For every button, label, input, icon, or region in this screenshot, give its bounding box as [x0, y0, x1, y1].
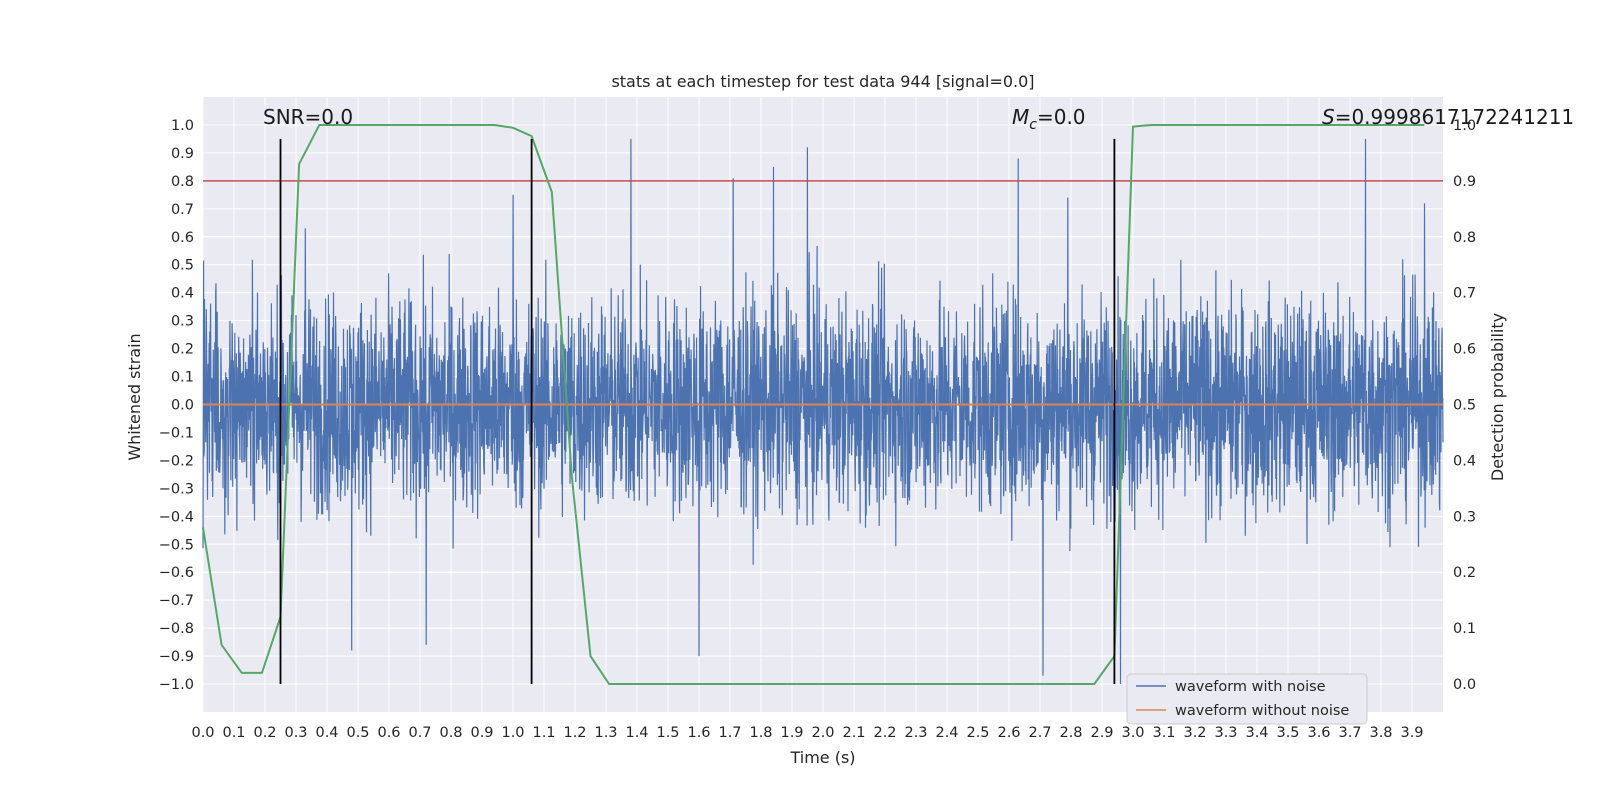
y-tick-label: −0.4 — [159, 509, 194, 525]
legend-label-noise: waveform with noise — [1175, 679, 1326, 695]
y-tick-label: 0.8 — [171, 174, 194, 190]
x-tick-label: 3.7 — [1338, 725, 1361, 741]
x-tick-label: 2.3 — [904, 725, 927, 741]
y2-tick-label: 0.4 — [1453, 453, 1476, 469]
x-tick-label: 0.5 — [346, 725, 369, 741]
x-tick-label: 3.2 — [1183, 725, 1206, 741]
s-symbol: S — [1322, 105, 1335, 129]
x-tick-label: 1.9 — [780, 725, 803, 741]
x-tick-label: 3.6 — [1307, 725, 1330, 741]
x-tick-label: 0.1 — [222, 725, 245, 741]
y2-axis-label: Detection probability — [1488, 313, 1507, 481]
y2-tick-labels: 1.0 0.9 0.8 0.7 0.6 0.5 0.4 0.3 0.2 0.1 0.0 — [1453, 118, 1476, 693]
x-tick-label: 2.9 — [1090, 725, 1113, 741]
y2-tick-label: 0.6 — [1453, 342, 1476, 358]
y2-tick-label: 0.1 — [1453, 621, 1476, 637]
x-tick-label: 0.7 — [408, 725, 431, 741]
y-tick-label: 0.1 — [171, 370, 194, 386]
x-tick-label: 2.1 — [842, 725, 865, 741]
x-tick-label: 2.8 — [1059, 725, 1082, 741]
x-tick-label: 1.2 — [563, 725, 586, 741]
mc-subscript: c — [1029, 117, 1037, 133]
x-tick-label: 1.7 — [718, 725, 741, 741]
legend-box — [1126, 673, 1368, 725]
vertical-markers — [279, 138, 1116, 685]
y-tick-label: 0.3 — [171, 314, 194, 330]
chart-title: stats at each timestep for test data 944… — [611, 72, 1034, 91]
y-tick-label: −0.7 — [159, 593, 194, 609]
x-tick-label: 2.4 — [935, 725, 958, 741]
s-annotation: S=0.9998617172241211 — [1322, 105, 1574, 129]
y-tick-label: 0.2 — [171, 342, 194, 358]
x-tick-label: 3.3 — [1214, 725, 1237, 741]
y-tick-label: 0.9 — [171, 146, 194, 162]
x-tick-label: 2.2 — [873, 725, 896, 741]
x-tick-label: 1.4 — [625, 725, 648, 741]
x-tick-label: 0.6 — [377, 725, 400, 741]
mc-symbol: M — [1012, 105, 1029, 129]
y2-tick-label: 0.7 — [1453, 286, 1476, 302]
mc-value: =0.0 — [1037, 105, 1086, 129]
waveform-with-noise-series — [202, 138, 1444, 685]
y-tick-label: 1.0 — [171, 118, 194, 134]
x-tick-label: 1.1 — [532, 725, 555, 741]
y-tick-labels: 1.0 0.9 0.8 0.7 0.6 0.5 0.4 0.3 0.2 0.1 0.0 −0.1 −0.… — [159, 118, 194, 693]
y-tick-label: −0.6 — [159, 565, 194, 581]
y2-tick-label: 0.9 — [1453, 174, 1476, 190]
y-tick-label: −0.1 — [159, 425, 194, 441]
y2-tick-label: 0.8 — [1453, 230, 1476, 246]
y-tick-label: 0.6 — [171, 230, 194, 246]
x-tick-label: 3.5 — [1276, 725, 1299, 741]
y2-tick-label: 0.2 — [1453, 565, 1476, 581]
x-tick-label: 0.3 — [284, 725, 307, 741]
x-tick-label: 2.0 — [811, 725, 834, 741]
y-axis-label: Whitened strain — [125, 333, 144, 460]
s-value: =0.9998617172241211 — [1335, 105, 1574, 129]
detection-probability-series — [202, 124, 1425, 685]
x-tick-label: 0.0 — [191, 725, 214, 741]
x-tick-label: 1.5 — [656, 725, 679, 741]
y2-tick-label: 0.5 — [1453, 398, 1476, 414]
y-tick-label: −0.2 — [159, 453, 194, 469]
x-tick-label: 3.1 — [1152, 725, 1175, 741]
detection-probability-line — [202, 124, 1425, 685]
y2-tick-label: 0.0 — [1453, 677, 1476, 693]
y-tick-label: −1.0 — [159, 677, 194, 693]
x-tick-label: 0.4 — [315, 725, 338, 741]
y-tick-label: 0.7 — [171, 202, 194, 218]
y-tick-label: −0.3 — [159, 481, 194, 497]
x-axis-label: Time (s) — [789, 748, 855, 767]
y-tick-label: −0.5 — [159, 537, 194, 553]
x-tick-label: 3.9 — [1400, 725, 1423, 741]
mc-annotation: Mc=0.0 — [1012, 105, 1086, 133]
x-tick-label: 1.0 — [501, 725, 524, 741]
x-tick-label: 1.8 — [749, 725, 772, 741]
y2-tick-label: 0.3 — [1453, 509, 1476, 525]
y-tick-label: 0.0 — [171, 398, 194, 414]
x-tick-label: 1.3 — [594, 725, 617, 741]
y-tick-label: 0.5 — [171, 258, 194, 274]
x-tick-label: 2.6 — [997, 725, 1020, 741]
snr-annotation: SNR=0.0 — [263, 105, 353, 129]
y-tick-label: −0.9 — [159, 649, 194, 665]
y-tick-label: −0.8 — [159, 621, 194, 637]
waveform-with-noise-line — [202, 138, 1444, 685]
x-tick-label: 0.9 — [470, 725, 493, 741]
x-tick-label: 0.8 — [439, 725, 462, 741]
y2-tick-label: 1.0 — [1453, 118, 1476, 134]
x-tick-label: 1.6 — [687, 725, 710, 741]
legend-label-clean: waveform without noise — [1175, 703, 1349, 719]
legend: waveform with noise waveform without noi… — [1126, 673, 1368, 725]
x-tick-label: 2.5 — [966, 725, 989, 741]
x-tick-label: 3.0 — [1121, 725, 1144, 741]
x-tick-label: 2.7 — [1028, 725, 1051, 741]
x-tick-label: 3.8 — [1369, 725, 1392, 741]
x-tick-labels: 0.0 0.1 0.2 0.3 0.4 0.5 0.6 0.7 0.8 0.9 1.0 1.1 1.2 1… — [191, 725, 1423, 741]
x-tick-label: 0.2 — [253, 725, 276, 741]
y-tick-label: 0.4 — [171, 286, 194, 302]
x-tick-label: 3.4 — [1245, 725, 1268, 741]
